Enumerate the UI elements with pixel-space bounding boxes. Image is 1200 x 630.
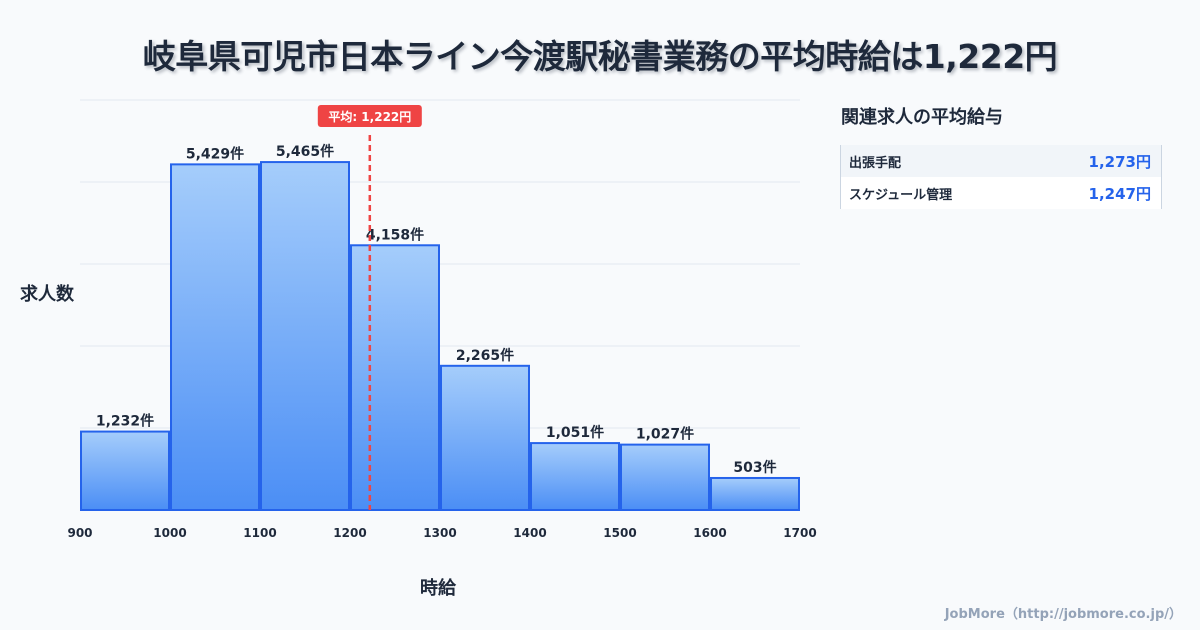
x-tick-label: 1000 <box>153 526 186 540</box>
x-tick-label: 900 <box>67 526 92 540</box>
x-axis-label: 時給 <box>420 578 456 599</box>
bar-value-label: 1,051件 <box>546 424 604 441</box>
histogram-chart: 1,232件 5,429件 5,465件 4,158件 2,265件 1,051件 1,02… <box>67 99 817 540</box>
x-tick-label: 1400 <box>513 526 546 540</box>
bar-value-label: 2,265件 <box>456 347 514 364</box>
x-tick-label: 1200 <box>333 526 366 540</box>
x-tick-label: 1100 <box>243 526 276 540</box>
histogram-bar <box>440 364 530 511</box>
histogram-bar <box>530 442 620 511</box>
bar-value-label: 4,158件 <box>366 226 424 243</box>
histogram-bar <box>710 476 800 512</box>
x-tick-label: 1700 <box>783 526 816 540</box>
job-wage: 1,273円 <box>1088 152 1151 171</box>
average-label: 平均: 1,222円 <box>328 109 411 124</box>
x-tick-label: 1600 <box>693 526 726 540</box>
page-title: 岐阜県可児市日本ライン今渡駅秘書業務の平均時給は1,222円 <box>142 37 1058 76</box>
y-axis-label: 求人数 <box>20 284 74 305</box>
footer-credit: JobMore（http://jobmore.co.jp/） <box>944 607 1182 622</box>
list-item[interactable]: スケジュール管理 1,247円 <box>841 177 1161 209</box>
bar-value-label: 503件 <box>733 459 776 476</box>
bar-value-label: 1,232件 <box>96 413 154 430</box>
histogram-bar <box>80 430 170 511</box>
related-jobs-title: 関連求人の平均給与 <box>841 107 1003 128</box>
histogram-bar <box>260 161 350 512</box>
histogram-bar <box>350 244 440 511</box>
average-badge <box>317 105 422 127</box>
histogram-bar <box>170 163 260 512</box>
job-label: スケジュール管理 <box>849 187 953 203</box>
job-wage: 1,247円 <box>1088 184 1151 203</box>
x-tick-label: 1300 <box>423 526 456 540</box>
x-tick-label: 1500 <box>603 526 636 540</box>
related-jobs-list: 出張手配 1,273円 スケジュール管理 1,247円 <box>840 145 1162 209</box>
bar-value-label: 1,027件 <box>636 426 694 443</box>
job-label: 出張手配 <box>849 155 902 171</box>
list-item[interactable]: 出張手配 1,273円 <box>841 145 1161 177</box>
bar-value-label: 5,465件 <box>276 143 334 160</box>
bar-value-label: 5,429件 <box>186 145 244 162</box>
histogram-bar <box>620 443 710 511</box>
